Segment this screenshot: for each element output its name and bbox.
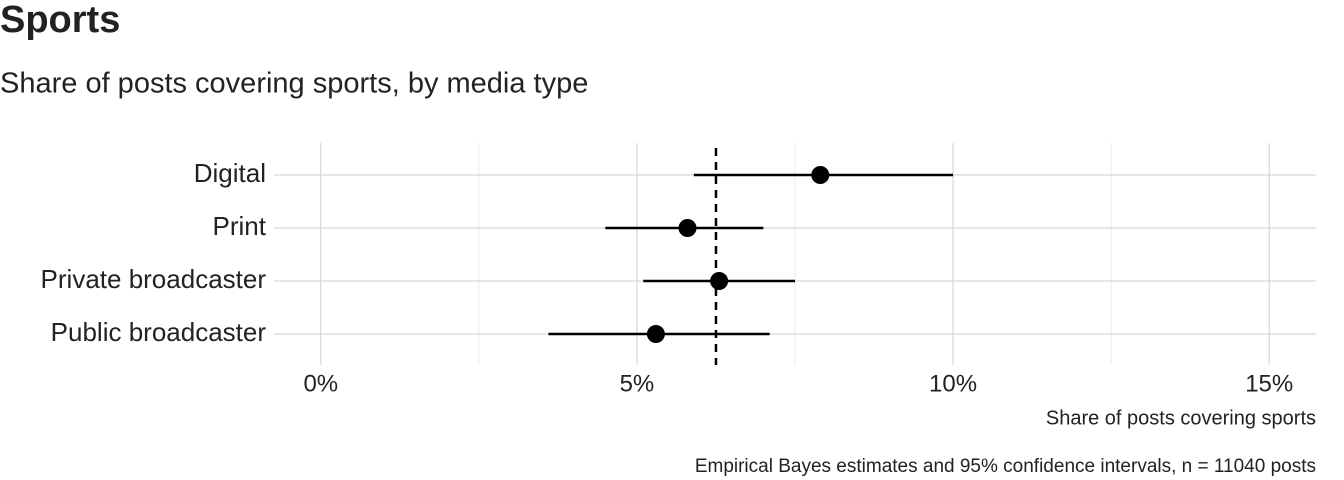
x-tick-label: 10% — [929, 370, 977, 397]
y-tick-label: Digital — [194, 158, 266, 188]
x-tick-label: 15% — [1245, 370, 1293, 397]
y-tick-label: Public broadcaster — [51, 317, 267, 347]
caption: Empirical Bayes estimates and 95% confid… — [695, 456, 1316, 477]
x-axis-label: Share of posts covering sports — [1046, 407, 1316, 429]
point — [678, 219, 697, 237]
y-tick-label: Private broadcaster — [41, 264, 267, 294]
point — [646, 325, 665, 343]
x-tick-label: 0% — [303, 370, 338, 397]
point — [710, 272, 729, 290]
chart-subtitle: Share of posts covering sports, by media… — [0, 68, 588, 100]
point — [811, 166, 830, 184]
chart-title: Sports — [0, 0, 120, 41]
x-tick-label: 5% — [620, 370, 655, 397]
y-tick-label: Print — [213, 211, 267, 241]
